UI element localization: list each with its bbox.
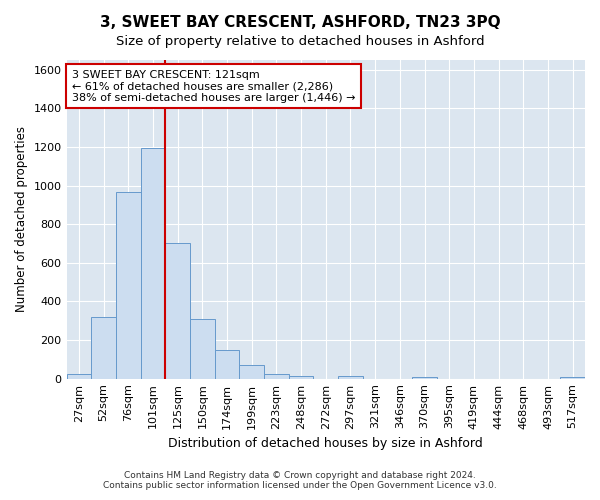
Text: Contains HM Land Registry data © Crown copyright and database right 2024.
Contai: Contains HM Land Registry data © Crown c…: [103, 470, 497, 490]
Bar: [165, 244, 190, 378]
Bar: [215, 350, 239, 378]
Text: Size of property relative to detached houses in Ashford: Size of property relative to detached ho…: [116, 35, 484, 48]
Bar: [116, 192, 140, 378]
Bar: [67, 374, 91, 378]
Bar: [289, 376, 313, 378]
X-axis label: Distribution of detached houses by size in Ashford: Distribution of detached houses by size …: [169, 437, 483, 450]
Bar: [239, 365, 264, 378]
Text: 3, SWEET BAY CRESCENT, ASHFORD, TN23 3PQ: 3, SWEET BAY CRESCENT, ASHFORD, TN23 3PQ: [100, 15, 500, 30]
Bar: [91, 317, 116, 378]
Bar: [264, 374, 289, 378]
Bar: [140, 148, 165, 378]
Y-axis label: Number of detached properties: Number of detached properties: [15, 126, 28, 312]
Bar: [560, 376, 585, 378]
Bar: [412, 376, 437, 378]
Bar: [338, 376, 363, 378]
Text: 3 SWEET BAY CRESCENT: 121sqm
← 61% of detached houses are smaller (2,286)
38% of: 3 SWEET BAY CRESCENT: 121sqm ← 61% of de…: [72, 70, 355, 103]
Bar: [190, 319, 215, 378]
